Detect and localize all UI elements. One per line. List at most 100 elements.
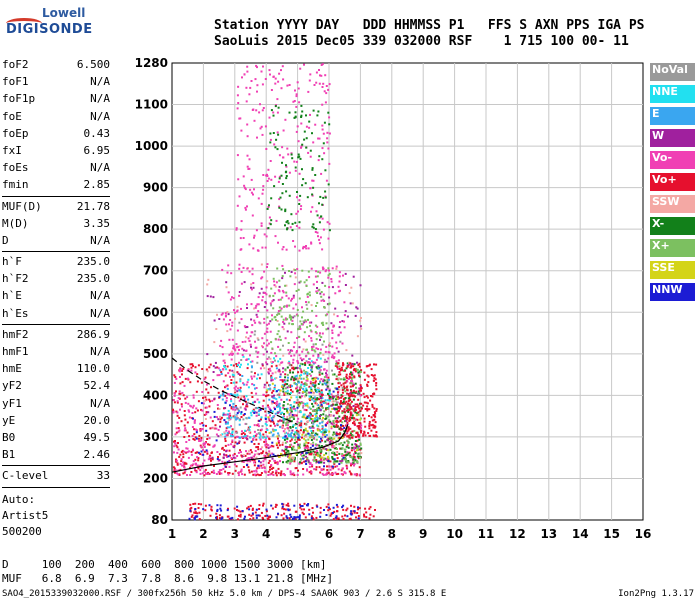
scatter-point (305, 441, 308, 444)
scatter-point (203, 413, 206, 416)
scatter-point (356, 455, 359, 458)
scatter-point (201, 391, 204, 393)
scatter-point (308, 508, 311, 511)
scatter-point (290, 420, 293, 423)
scatter-point (236, 371, 239, 374)
scatter-point (258, 504, 261, 507)
scatter-point (284, 284, 287, 287)
scatter-point (282, 321, 285, 323)
legend-entry: E (650, 107, 695, 125)
scatter-point (300, 323, 303, 325)
scatter-point (248, 339, 251, 342)
scatter-point (264, 414, 267, 417)
scatter-point (332, 414, 335, 417)
scatter-point (339, 321, 341, 323)
scatter-point (246, 154, 249, 157)
scatter-point (275, 219, 278, 222)
scatter-point (315, 366, 318, 369)
scatter-point (357, 427, 360, 429)
scatter-point (306, 373, 309, 376)
scatter-point (173, 381, 176, 384)
scatter-point (284, 210, 287, 213)
scatter-point (358, 466, 361, 469)
scatter-point (245, 450, 247, 453)
scatter-point (302, 404, 305, 407)
scatter-point (288, 456, 291, 459)
scatter-point (315, 305, 317, 307)
scatter-point (316, 454, 319, 457)
scatter-point (317, 383, 320, 385)
scatter-point (290, 331, 293, 334)
scatter-point (309, 414, 312, 417)
scatter-point (205, 411, 208, 414)
scatter-point (328, 222, 331, 225)
scatter-point (312, 109, 315, 112)
scatter-point (307, 151, 310, 154)
scatter-point (314, 381, 317, 384)
scatter-point (255, 392, 258, 395)
scatter-point (311, 425, 314, 428)
scatter-point (235, 381, 238, 384)
scatter-point (302, 358, 305, 361)
scatter-point (336, 315, 339, 318)
scatter-point (347, 400, 350, 403)
scatter-point (227, 291, 230, 294)
scatter-point (352, 461, 355, 464)
scatter-point (360, 327, 363, 330)
scatter-point (351, 380, 354, 382)
scatter-point (271, 410, 274, 413)
scatter-point (213, 444, 216, 447)
scatter-point (364, 408, 367, 410)
scatter-point (349, 302, 352, 305)
scatter-point (262, 463, 265, 466)
scatter-point (274, 359, 276, 362)
param-label: yF2 (2, 379, 22, 393)
scatter-point (340, 394, 343, 397)
scatter-point (278, 335, 281, 338)
scatter-point (309, 386, 312, 389)
scatter-point (277, 370, 280, 373)
param-value: 2.85 (83, 178, 111, 192)
scatter-point (329, 514, 332, 517)
scatter-point (194, 436, 197, 439)
scatter-point (312, 226, 315, 229)
scatter-point (231, 430, 234, 433)
scatter-point (246, 367, 249, 370)
scatter-point (229, 394, 232, 397)
scatter-point (349, 434, 352, 437)
scatter-point (321, 406, 324, 409)
scatter-point (258, 413, 260, 416)
scatter-point (278, 205, 281, 208)
scatter-point (330, 280, 333, 283)
scatter-point (297, 210, 299, 213)
scatter-point (236, 365, 238, 368)
scatter-point (248, 158, 251, 161)
scatter-point (284, 171, 287, 174)
scatter-point (334, 465, 337, 468)
scatter-point (239, 386, 242, 389)
scatter-point (202, 396, 204, 399)
scatter-point (252, 517, 255, 520)
scatter-point (299, 362, 302, 365)
scatter-point (265, 510, 268, 513)
scatter-point (359, 448, 362, 451)
scatter-point (284, 428, 286, 430)
scatter-point (228, 338, 231, 341)
scatter-point (246, 381, 249, 384)
scatter-point (346, 515, 349, 518)
scatter-point (281, 384, 284, 387)
param-label: B0 (2, 430, 16, 444)
scatter-point (318, 454, 321, 457)
scatter-point (368, 517, 371, 520)
scatter-point (339, 373, 342, 376)
scatter-point (281, 379, 284, 382)
scatter-point (332, 397, 335, 400)
scatter-point (304, 427, 307, 430)
scatter-point (220, 416, 223, 419)
scatter-point (321, 405, 323, 408)
scatter-point (326, 469, 329, 471)
scatter-point (348, 361, 351, 364)
scatter-point (263, 435, 266, 438)
scatter-point (266, 435, 269, 438)
scatter-point (261, 346, 264, 349)
